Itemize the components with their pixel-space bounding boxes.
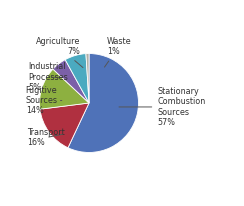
Wedge shape bbox=[40, 103, 89, 148]
Wedge shape bbox=[65, 54, 89, 103]
Wedge shape bbox=[68, 54, 139, 152]
Text: Stationary
Combustion
Sources
57%: Stationary Combustion Sources 57% bbox=[119, 87, 205, 127]
Wedge shape bbox=[86, 54, 89, 103]
Wedge shape bbox=[40, 69, 89, 109]
Text: Transport
16%: Transport 16% bbox=[27, 128, 65, 147]
Text: Waste
1%: Waste 1% bbox=[104, 37, 132, 67]
Text: Fugitive
Sources
14%: Fugitive Sources 14% bbox=[26, 86, 62, 115]
Text: Industrial
Processes
5%: Industrial Processes 5% bbox=[29, 62, 68, 92]
Text: Agriculture
7%: Agriculture 7% bbox=[36, 37, 83, 68]
Wedge shape bbox=[53, 60, 89, 103]
